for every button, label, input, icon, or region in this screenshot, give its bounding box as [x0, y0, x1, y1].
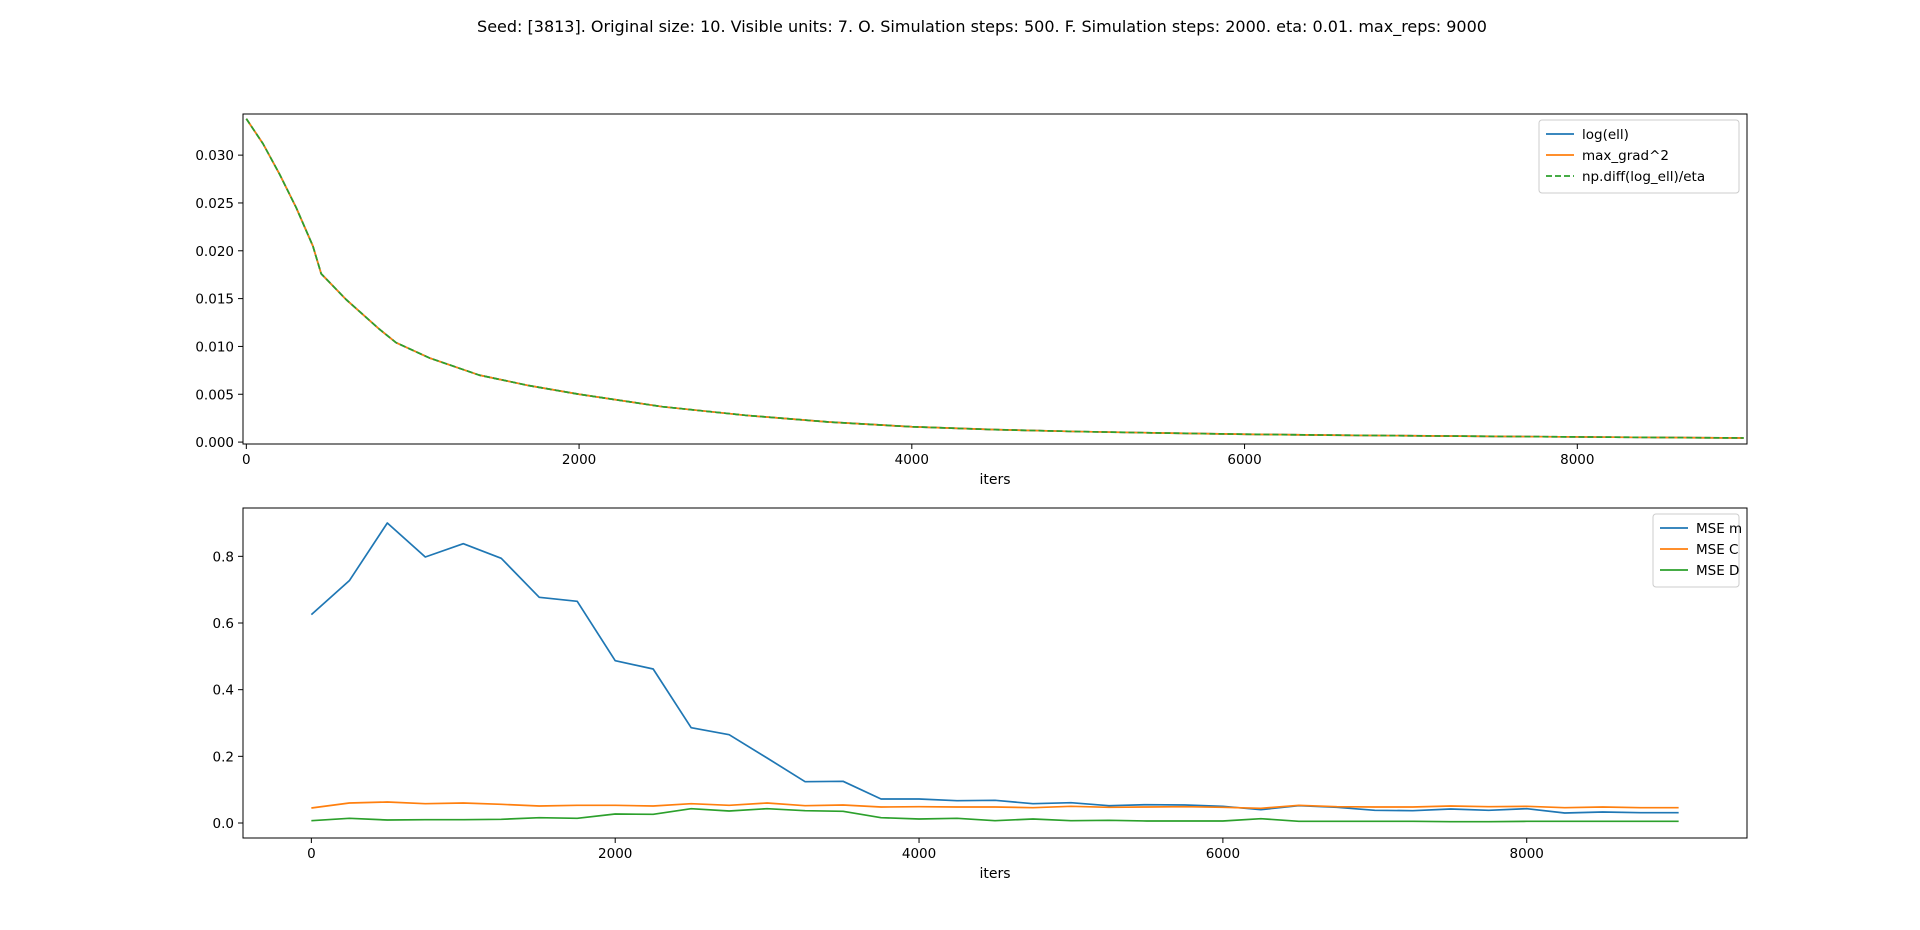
y-tick-label: 0.6 [213, 616, 234, 632]
legend-label: max_grad^2 [1582, 148, 1669, 164]
y-tick-label: 0.2 [213, 749, 234, 765]
y-tick-label: 0.025 [195, 196, 234, 212]
x-axis-label: iters [979, 472, 1010, 488]
series-line-3 [245, 118, 1744, 439]
x-tick-label: 0 [307, 846, 316, 862]
y-tick-label: 0.020 [195, 244, 234, 260]
x-tick-label: 4000 [902, 846, 936, 862]
legend-box [1538, 119, 1740, 194]
mse-plot: 0 2000 4000 6000 8000 0.0 0.2 0.4 0.6 0.8 iters MSE… [213, 507, 1748, 882]
series-line-2 [311, 801, 1679, 810]
y-tick-label: 0.8 [213, 549, 234, 565]
y-tick-label: 0.005 [195, 387, 234, 403]
y-tick-label: 0.0 [213, 816, 234, 832]
axes-frame [242, 507, 1748, 839]
y-tick-label: 0.010 [195, 339, 234, 355]
legend-label: MSE m [1696, 521, 1742, 537]
x-tick-label: 4000 [895, 452, 929, 468]
series-line-3 [311, 807, 1679, 823]
x-tick-label: 2000 [598, 846, 632, 862]
x-tick-label: 2000 [562, 452, 596, 468]
legend-label: np.diff(log_ell)/eta [1582, 169, 1705, 185]
y-tick-label: 0.015 [195, 292, 234, 308]
x-tick-label: 8000 [1510, 846, 1544, 862]
axes-frame [242, 113, 1748, 445]
figure-title: Seed: [3813]. Original size: 10. Visible… [477, 17, 1487, 37]
legend-label: MSE D [1696, 563, 1739, 579]
legend-label: log(ell) [1582, 127, 1629, 143]
x-tick-label: 8000 [1560, 452, 1594, 468]
x-tick-label: 6000 [1227, 452, 1261, 468]
x-axis-label: iters [979, 866, 1010, 882]
loss-gradient-plot: 0 2000 4000 6000 8000 0.000 0.005 0.010 0.015 0.0… [195, 113, 1748, 488]
y-tick-label: 0.4 [213, 683, 234, 699]
y-tick-label: 0.000 [195, 435, 234, 451]
legend-label: MSE C [1696, 542, 1738, 558]
x-tick-label: 6000 [1206, 846, 1240, 862]
y-tick-label: 0.030 [195, 148, 234, 164]
x-tick-label: 0 [242, 452, 251, 468]
legend-box [1652, 513, 1740, 588]
series-line-1 [310, 522, 1679, 814]
